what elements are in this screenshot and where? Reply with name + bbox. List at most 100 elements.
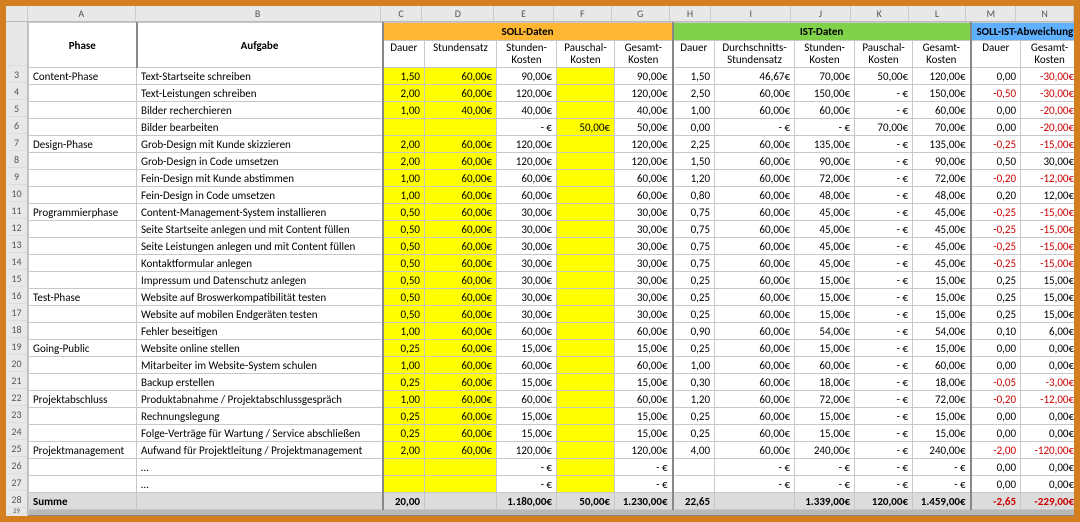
cell-ist-sk[interactable]: 15,00€ [795,272,855,289]
cell-phase[interactable] [29,221,137,238]
cell-phase[interactable] [29,119,137,136]
hdr-ist-durchschnitt[interactable]: Durchschnitts-Stundensatz [715,41,795,68]
cell[interactable]: 120,00€ [855,493,913,510]
hdr-abw-dauer[interactable]: Dauer [971,41,1021,68]
cell-soll-dauer[interactable] [383,476,425,493]
row-number[interactable]: 8 [6,151,27,168]
cell-soll-sk[interactable]: 15,00€ [497,408,557,425]
cell-soll-pk[interactable] [557,153,615,170]
col-letter[interactable]: M [966,6,1016,21]
row-number[interactable]: 6 [6,117,27,134]
row-number[interactable]: 9 [6,168,27,185]
row-number[interactable]: 21 [6,372,27,389]
cell-ist-rate[interactable]: 60,00€ [715,238,795,255]
row-number[interactable]: 11 [6,202,27,219]
cell-ist-gk[interactable]: 15,00€ [913,408,971,425]
cell-task[interactable]: Folge-Verträge für Wartung / Service abs… [137,425,383,442]
cell-task[interactable]: Grob-Design mit Kunde skizzieren [137,136,383,153]
cell-task[interactable]: Seite Startseite anlegen und mit Content… [137,221,383,238]
cell-ist-gk[interactable]: 45,00€ [913,255,971,272]
cell-soll-sk[interactable]: 120,00€ [497,442,557,459]
cell-abw-gk[interactable]: -15,00€ [1021,255,1074,272]
cell-soll-dauer[interactable]: 0,50 [383,238,425,255]
cell-soll-pk[interactable] [557,306,615,323]
cell-ist-gk[interactable]: 45,00€ [913,238,971,255]
cell-soll-gk[interactable]: 50,00€ [615,119,673,136]
row-number[interactable]: 24 [6,423,27,440]
cell-ist-rate[interactable]: 60,00€ [715,85,795,102]
cell-soll-gk[interactable]: 60,00€ [615,170,673,187]
cell-phase[interactable] [29,408,137,425]
cell-ist-sk[interactable]: 72,00€ [795,391,855,408]
cell-soll-dauer[interactable]: 2,00 [383,153,425,170]
group-ist[interactable]: IST-Daten [673,23,971,41]
row-number[interactable]: 19 [6,338,27,355]
cell-ist-sk[interactable]: 54,00€ [795,323,855,340]
cell-soll-dauer[interactable]: 1,50 [383,68,425,85]
cell-task[interactable]: … [137,476,383,493]
cell-soll-gk[interactable]: 30,00€ [615,238,673,255]
cell-ist-dauer[interactable]: 0,75 [673,238,715,255]
cell-ist-sk[interactable]: - € [795,476,855,493]
cell-soll-sk[interactable]: 60,00€ [497,391,557,408]
cell-task[interactable]: Backup erstellen [137,374,383,391]
row-number[interactable]: 4 [6,83,27,100]
hdr-abw-gesamt[interactable]: Gesamt-Kosten [1021,41,1074,68]
cell-ist-dauer[interactable]: 1,20 [673,391,715,408]
cell-phase[interactable] [29,85,137,102]
row-number[interactable]: 26 [6,457,27,474]
cell-soll-gk[interactable]: 30,00€ [615,272,673,289]
cell-task[interactable]: Text-Leistungen schreiben [137,85,383,102]
cell-soll-rate[interactable] [425,476,497,493]
cell-ist-rate[interactable]: - € [715,476,795,493]
cell-task[interactable]: Content-Management-System installieren [137,204,383,221]
cell-phase[interactable] [29,476,137,493]
cell-soll-pk[interactable] [557,255,615,272]
cell-soll-pk[interactable] [557,187,615,204]
cell-ist-pk[interactable]: - € [855,306,913,323]
row-number[interactable]: 16 [6,287,27,304]
row-number[interactable]: 5 [6,100,27,117]
cell-ist-pk[interactable]: 50,00€ [855,68,913,85]
cell-phase[interactable]: Test-Phase [29,289,137,306]
cell-task[interactable]: Fehler beseitigen [137,323,383,340]
cell-ist-gk[interactable]: 18,00€ [913,374,971,391]
cell-soll-sk[interactable]: - € [497,476,557,493]
cell-soll-sk[interactable]: 30,00€ [497,272,557,289]
cell[interactable]: 1.459,00€ [913,493,971,510]
cell-phase[interactable] [29,170,137,187]
row-number[interactable]: 18 [6,321,27,338]
col-letter[interactable]: L [909,6,967,21]
row-number[interactable]: 10 [6,185,27,202]
cell-ist-gk[interactable]: 70,00€ [913,119,971,136]
cell-ist-dauer[interactable]: 0,90 [673,323,715,340]
cell-abw-dauer[interactable]: -0,25 [971,136,1021,153]
cell-soll-rate[interactable]: 60,00€ [425,170,497,187]
cell-soll-rate[interactable]: 60,00€ [425,204,497,221]
cell-soll-rate[interactable]: 60,00€ [425,136,497,153]
cell-phase[interactable]: Projektabschluss [29,391,137,408]
cell-abw-dauer[interactable]: 0,00 [971,340,1021,357]
cell-soll-gk[interactable]: 90,00€ [615,68,673,85]
cell-ist-sk[interactable]: 18,00€ [795,374,855,391]
cell-ist-dauer[interactable]: 0,00 [673,119,715,136]
cell-soll-rate[interactable]: 60,00€ [425,68,497,85]
col-letter[interactable]: I [711,6,791,21]
cell-soll-sk[interactable]: 90,00€ [497,68,557,85]
cell-soll-pk[interactable]: 50,00€ [557,119,615,136]
cell-soll-rate[interactable]: 60,00€ [425,221,497,238]
cell-soll-dauer[interactable]: 1,00 [383,187,425,204]
cell-ist-sk[interactable]: 70,00€ [795,68,855,85]
cell-soll-dauer[interactable]: 1,00 [383,357,425,374]
cell-soll-sk[interactable]: 60,00€ [497,187,557,204]
cell-ist-pk[interactable]: - € [855,289,913,306]
cell-abw-gk[interactable]: 0,00€ [1021,425,1074,442]
row-number[interactable]: 13 [6,236,27,253]
col-letter[interactable]: F [554,6,612,21]
cell-abw-dauer[interactable]: -0,50 [971,85,1021,102]
cell-ist-pk[interactable]: - € [855,374,913,391]
cell-task[interactable]: Grob-Design in Code umsetzen [137,153,383,170]
cell-abw-gk[interactable]: -120,00€ [1021,442,1074,459]
cell-abw-gk[interactable]: -30,00€ [1021,85,1074,102]
cell-ist-rate[interactable]: 60,00€ [715,136,795,153]
